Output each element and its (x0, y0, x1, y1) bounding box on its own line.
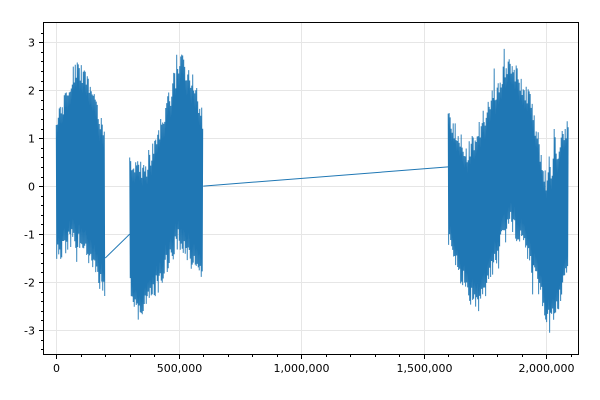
y-tick-label: 2 (28, 85, 35, 98)
y-tick-label: -3 (24, 325, 35, 338)
series-segment (129, 54, 204, 320)
series-segment (55, 62, 106, 296)
series-signal (55, 48, 569, 333)
x-tick-label: 500,000 (157, 362, 203, 375)
x-tick-label: 1,000,000 (274, 362, 330, 375)
y-tick-label: -2 (24, 277, 35, 290)
plot-frame (43, 22, 579, 355)
y-tick-label: 1 (28, 133, 35, 146)
y-tick-label: 3 (28, 37, 35, 50)
x-tick-label: 2,000,000 (519, 362, 575, 375)
y-tick-label: 0 (28, 181, 35, 194)
axes: 0 500,000 1,000,000 1,500,000 2,000,000 3 2 1 0 -… (24, 33, 575, 375)
series-connector (104, 233, 131, 259)
x-tick-label: 0 (53, 362, 60, 375)
x-tick-label: 1,500,000 (397, 362, 453, 375)
series-connector (203, 166, 449, 187)
y-tick-label: -1 (24, 229, 35, 242)
series-segment (447, 48, 569, 333)
